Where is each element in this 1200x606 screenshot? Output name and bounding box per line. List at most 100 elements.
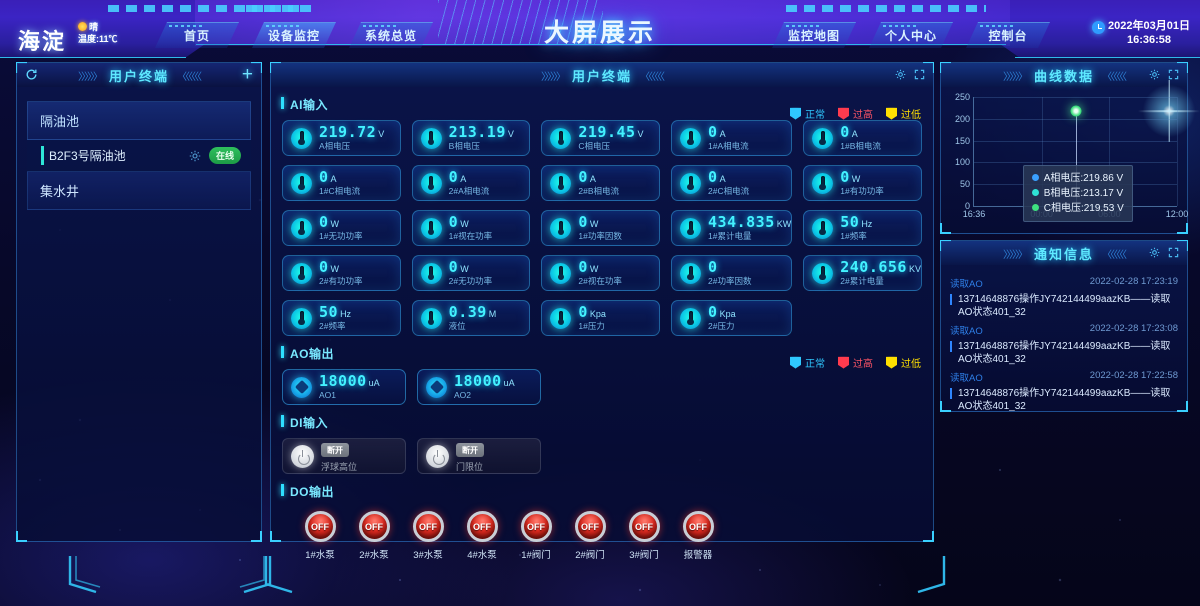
do-state-label: OFF [689,521,707,532]
ai-card[interactable]: 0 W 1#有功功率 [803,165,922,201]
ai-card[interactable]: 0 A 2#A相电流 [411,165,531,201]
ai-card-label: 1#无功功率 [319,231,363,242]
ai-card[interactable]: 0 A 2#B相电流 [541,165,661,201]
chart-data-point[interactable] [1070,105,1081,117]
ai-card[interactable]: 219.72 V A相电压 [282,120,401,156]
chart-vertical-gridline [1177,97,1178,206]
chart-tooltip-row: B相电压:213.17 V [1031,186,1124,201]
ai-card-value: 0 [578,257,588,276]
notice-time: 2022-02-28 17:23:19 [1089,276,1178,287]
ai-card-text: 0 A 1#C相电流 [319,169,360,197]
gauge-icon [291,307,312,329]
ai-card[interactable]: 0 Kpa 1#压力 [541,300,661,336]
chart-y-tick-label: 200 [954,113,970,124]
chart-y-tick-label: 250 [954,92,970,102]
ai-card-value: 0 [448,167,459,186]
chart-title: 曲线数据 [1033,68,1094,84]
do-button-item[interactable]: OFF 2#水泵 [347,511,401,561]
tree-group-oil-tank[interactable]: 隔油池 [27,101,251,140]
legend-item-normal: 正常 [790,355,825,370]
ai-card-unit: W [460,263,469,274]
ai-card[interactable]: 240.656 KV 2#累计电量 [803,255,922,291]
ao-card[interactable]: 18000 uA AO1 [282,369,406,405]
terminal-tree: 隔油池 B2F3号隔油池 在线 集水井 [17,87,261,210]
gear-icon[interactable] [189,150,201,162]
notice-message: 13714648876操作JY742144499aazKB——读取AO状态401… [950,387,1178,411]
ai-card[interactable]: 213.19 V B相电压 [411,120,531,156]
do-toggle-button[interactable]: OFF [412,511,444,542]
do-button-item[interactable]: OFF 1#阀门 [509,511,563,561]
di-card[interactable]: 断开 浮球高位 [282,438,406,474]
ai-card-value: 0 [708,122,718,141]
ai-card[interactable]: 0 W 1#功率因数 [541,210,661,246]
gauge-icon [550,172,572,194]
do-toggle-button[interactable]: OFF [358,511,390,542]
chart-plot-area[interactable]: 05010015020025016:3600:0006:0012:00A相电压:… [955,92,1188,222]
do-toggle-button[interactable]: OFF [520,511,552,542]
ai-card[interactable]: 0 A 1#A相电流 [671,120,793,156]
gauge-icon [291,172,312,194]
ai-card-value: 0 [319,257,329,276]
ai-card-label: 1#有功功率 [840,186,884,197]
ai-card[interactable]: 50 Hz 1#频率 [803,210,922,246]
gear-icon[interactable] [1149,247,1160,258]
ai-card[interactable]: 219.45 V C相电压 [541,120,661,156]
ai-card[interactable]: 0 W 1#视在功率 [411,210,531,246]
ai-card-unit: A [460,173,467,184]
ai-card[interactable]: 0 A 1#B相电流 [803,120,922,156]
legend-label-normal: 正常 [805,110,825,121]
do-state-label: OFF [311,521,329,532]
do-button-label: 3#阀门 [629,550,659,561]
refresh-icon[interactable] [25,68,38,81]
notice-item-header[interactable]: 读取AO 2022-02-28 17:23:19 [950,276,1178,290]
ai-card-label: 1#A相电流 [708,141,749,152]
do-toggle-button[interactable]: OFF [574,511,606,542]
do-toggle-button[interactable]: OFF [304,511,336,542]
ai-card-label: 2#视在功率 [578,276,622,287]
ai-card[interactable]: 434.835 KW 1#累计电量 [671,210,793,246]
ai-card[interactable]: 0 A 2#C相电流 [671,165,793,201]
notice-item-header[interactable]: 读取AO 2022-02-28 17:22:58 [950,370,1178,384]
di-card[interactable]: 断开 门限位 [417,438,541,474]
fullscreen-icon[interactable] [914,69,925,80]
fullscreen-icon[interactable] [1168,69,1179,80]
gear-icon[interactable] [1149,69,1160,80]
ai-card[interactable]: 0.39 M 液位 [411,300,531,336]
chart-body[interactable]: 05010015020025016:3600:0006:0012:00A相电压:… [941,81,1199,233]
ai-card[interactable]: 0 2#功率因数 [671,255,793,291]
ai-card[interactable]: 50 Hz 2#频率 [282,300,401,336]
do-button-item[interactable]: OFF 4#水泵 [455,511,509,561]
do-toggle-button[interactable]: OFF [628,511,660,542]
legend-swatch-high [838,356,849,369]
ai-card-text: 0 W 2#有功功率 [319,257,362,287]
fullscreen-icon[interactable] [1168,247,1179,258]
ai-card[interactable]: 0 W 1#无功功率 [282,210,401,246]
ai-card[interactable]: 0 Kpa 2#压力 [671,300,793,336]
corner-decoration [251,531,262,542]
do-toggle-button[interactable]: OFF [466,511,498,542]
chevron-left-deco: 〉〉〉〉〉〉 [1002,249,1028,261]
do-button-item[interactable]: OFF 2#阀门 [563,511,617,561]
ao-card-label: AO2 [454,390,472,401]
do-button-item[interactable]: OFF 报警器 [671,511,725,561]
center-title: 用户终端 [571,68,632,84]
legend-item-high: 过高 [838,355,873,370]
add-terminal-button[interactable]: + [241,64,253,85]
gauge-icon [812,262,834,284]
tree-group-sump[interactable]: 集水井 [27,171,251,210]
ai-card[interactable]: 0 W 2#有功功率 [282,255,401,291]
ao-card[interactable]: 18000 uA AO2 [417,369,541,405]
notice-item-header[interactable]: 读取AO 2022-02-28 17:23:08 [950,323,1178,337]
ao-card-unit: uA [368,377,380,388]
gear-icon[interactable] [895,69,906,80]
do-button-item[interactable]: OFF 1#水泵 [293,511,347,561]
notice-list[interactable]: 读取AO 2022-02-28 17:23:19 13714648876操作JY74… [941,265,1187,411]
ai-card[interactable]: 0 W 2#视在功率 [541,255,661,291]
do-button-item[interactable]: OFF 3#水泵 [401,511,455,561]
ai-card[interactable]: 0 W 2#无功功率 [411,255,531,291]
do-toggle-button[interactable]: OFF [682,511,714,542]
tree-item-device[interactable]: B2F3号隔油池 在线 [27,140,251,171]
ai-card[interactable]: 0 A 1#C相电流 [282,165,401,201]
do-state-label: OFF [635,521,653,532]
do-button-item[interactable]: OFF 3#阀门 [617,511,671,561]
